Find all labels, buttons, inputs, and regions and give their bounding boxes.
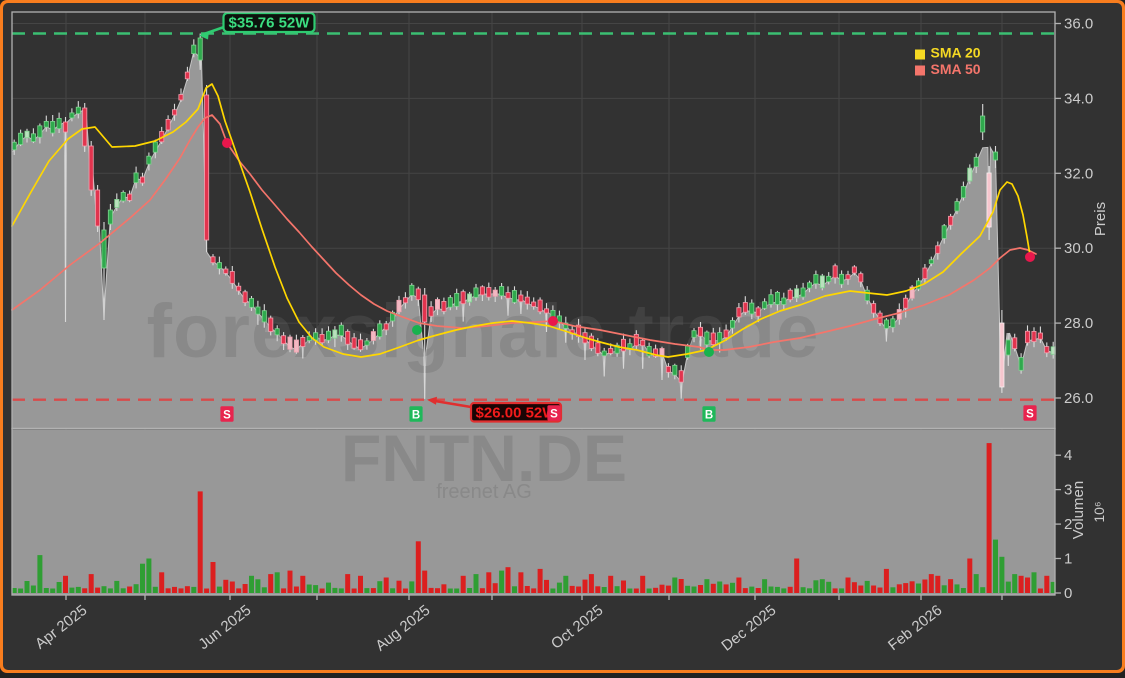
svg-text:B: B [412,409,420,421]
svg-text:34.0: 34.0 [1064,90,1093,107]
svg-text:SMA 20: SMA 20 [931,45,981,61]
svg-text:26.0: 26.0 [1064,390,1093,407]
svg-text:3: 3 [1064,482,1072,499]
svg-text:10⁶: 10⁶ [1091,501,1107,522]
svg-text:1: 1 [1064,551,1072,568]
svg-text:Volumen: Volumen [1070,481,1087,539]
svg-text:freenet AG: freenet AG [436,481,532,503]
svg-text:$35.76 52W: $35.76 52W [229,15,311,32]
svg-text:B: B [705,409,713,421]
svg-text:32.0: 32.0 [1064,165,1093,182]
svg-text:36.0: 36.0 [1064,16,1093,33]
svg-text:S: S [1026,408,1034,420]
svg-text:0: 0 [1064,585,1072,602]
svg-text:S: S [550,408,558,420]
svg-text:S: S [223,409,231,421]
svg-text:30.0: 30.0 [1064,240,1093,257]
svg-text:$26.00 52W: $26.00 52W [476,405,558,422]
svg-text:2: 2 [1064,516,1072,533]
svg-text:4: 4 [1064,447,1072,464]
svg-text:Preis: Preis [1092,202,1109,236]
svg-text:SMA 50: SMA 50 [931,61,981,77]
svg-text:FNTN.DE: FNTN.DE [341,421,627,495]
svg-text:28.0: 28.0 [1064,315,1093,332]
